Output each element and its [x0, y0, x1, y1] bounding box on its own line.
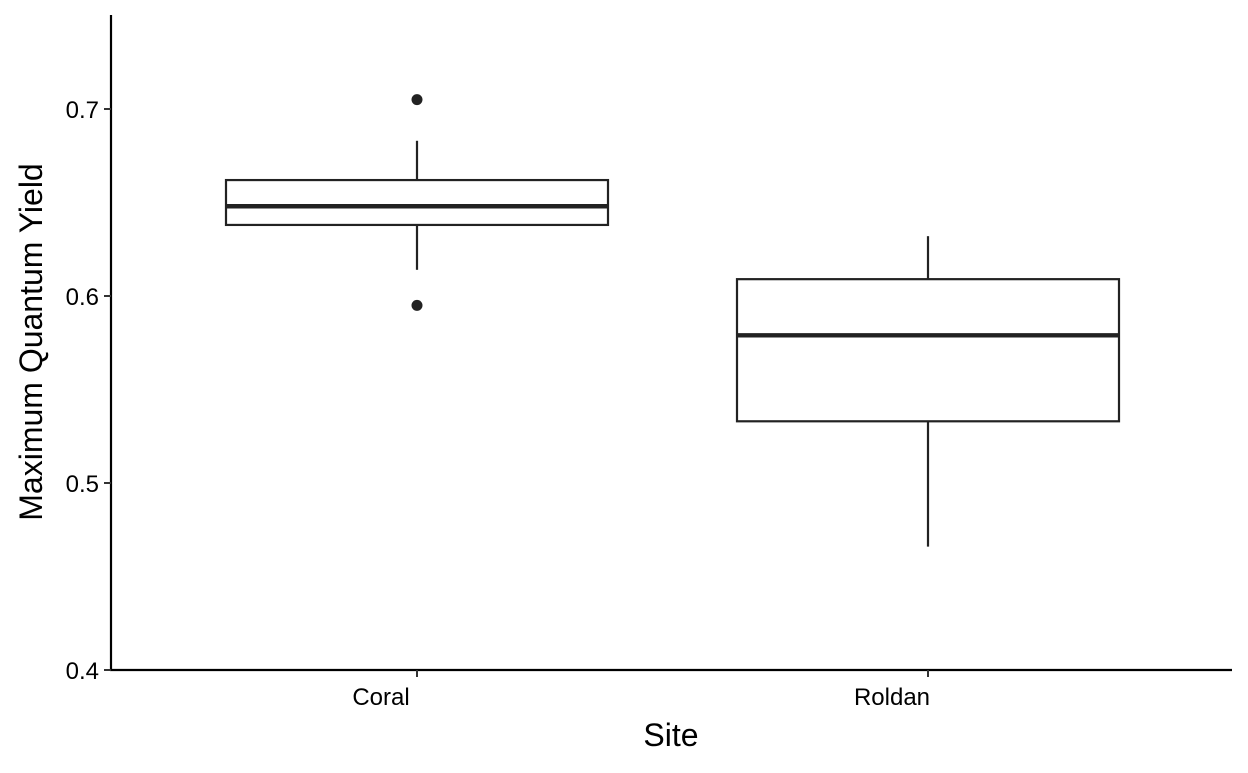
y-tick-label: 0.4: [66, 658, 99, 685]
boxes-layer: [224, 94, 1121, 547]
box-roldan: [735, 236, 1121, 547]
outlier-point: [411, 299, 423, 311]
box-coral: [224, 94, 610, 311]
x-axis-title: Site: [643, 717, 698, 753]
axes-layer: [109, 15, 1232, 672]
iqr-box: [224, 178, 610, 227]
ticks-layer: 0.4 0.5 0.6 0.7 Coral Roldan: [66, 97, 930, 711]
y-tick-label: 0.5: [66, 471, 99, 498]
outlier-point: [411, 94, 423, 106]
y-tick-label: 0.6: [66, 284, 99, 311]
y-tick-label: 0.7: [66, 97, 99, 124]
x-tick-label: Roldan: [854, 684, 930, 711]
iqr-box: [735, 278, 1121, 423]
x-tick-label: Coral: [352, 684, 409, 711]
y-axis-title: Maximum Quantum Yield: [13, 163, 49, 520]
